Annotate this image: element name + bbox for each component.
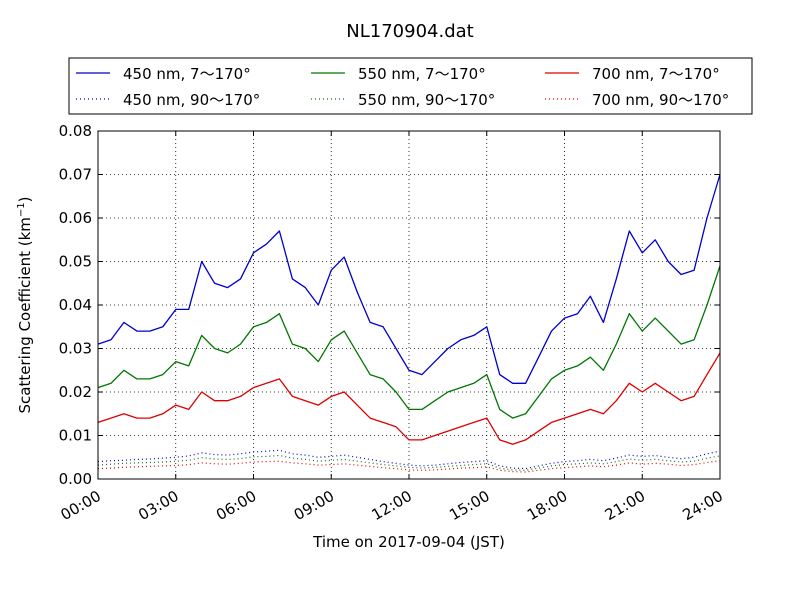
series-group bbox=[97, 174, 721, 473]
y-axis-label-main: Scattering Coefficient (km bbox=[16, 217, 34, 413]
legend-entry-label: 450 nm, 7～170° bbox=[123, 65, 251, 83]
ticks bbox=[97, 130, 721, 480]
series-line bbox=[97, 454, 721, 471]
chart-title: NL170904.dat bbox=[346, 21, 473, 42]
y-tick-label: 0.05 bbox=[59, 253, 92, 271]
y-tick-label: 0.07 bbox=[59, 166, 92, 184]
legend-entry-label: 550 nm, 90～170° bbox=[358, 91, 495, 109]
x-axis-label: Time on 2017-09-04 (JST) bbox=[312, 533, 505, 551]
series-line bbox=[97, 460, 721, 473]
legend-entry-label: 700 nm, 7～170° bbox=[592, 65, 720, 83]
y-tick-label: 0.01 bbox=[59, 427, 92, 445]
series-line bbox=[97, 449, 721, 470]
y-tick-label: 0.08 bbox=[59, 122, 92, 140]
legend-entry-label: 700 nm, 90～170° bbox=[592, 91, 729, 109]
y-tick-labels: 0.00 0.01 0.02 0.03 0.04 0.05 0.06 0.07 0.08 bbox=[59, 122, 92, 488]
y-tick-label: 0.03 bbox=[59, 340, 92, 358]
y-axis-label: Scattering Coefficient (km−1) bbox=[16, 196, 34, 413]
legend-entry-label: 550 nm, 7～170° bbox=[358, 65, 486, 83]
series-line bbox=[97, 352, 721, 445]
y-axis-label-end: ) bbox=[16, 196, 34, 202]
y-tick-label: 0.04 bbox=[59, 296, 92, 314]
y-tick-label: 0.00 bbox=[59, 470, 92, 488]
legend: 450 nm, 7～170° 450 nm, 90～170° 550 nm, 7～1… bbox=[68, 57, 753, 115]
series-line bbox=[97, 265, 721, 419]
legend-entry-label: 450 nm, 90～170° bbox=[123, 91, 260, 109]
y-axis-label-sup: −1 bbox=[16, 202, 27, 217]
legend-box bbox=[68, 57, 753, 115]
series-line bbox=[97, 174, 721, 384]
y-tick-label: 0.02 bbox=[59, 383, 92, 401]
y-tick-label: 0.06 bbox=[59, 209, 92, 227]
